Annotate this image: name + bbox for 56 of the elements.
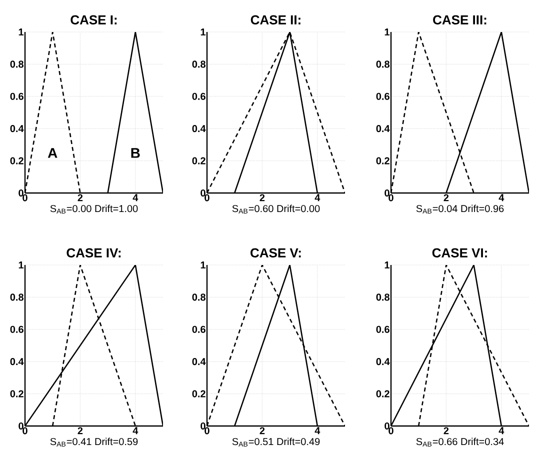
y-tick-label: 1 — [384, 262, 390, 268]
y-tick-label: 0.8 — [192, 294, 206, 301]
x-axis-title: S$_{AB}$=0.41 Drift=0.59 — [50, 438, 138, 447]
x-tick-label: 4 — [498, 194, 504, 202]
y-tick-label: 1 — [18, 262, 24, 268]
y-tick-label: 0.8 — [376, 60, 390, 68]
x-tick-label: 4 — [132, 427, 138, 434]
y-tick-label: 0.4 — [192, 125, 206, 132]
x-axis-title: S$_{AB}$=0.66 Drift=0.34 — [416, 438, 504, 447]
y-tick-label: 1 — [200, 28, 206, 36]
y-tick-label: 0.6 — [376, 92, 390, 100]
y-tick-label: 0.2 — [10, 157, 24, 164]
x-tick-label: 4 — [314, 427, 320, 434]
y-tick-label: 0.2 — [192, 157, 206, 164]
y-tick-label: 0.2 — [376, 157, 390, 164]
y-tick-label: 0.6 — [10, 326, 24, 333]
y-tick-label: 1 — [200, 262, 206, 268]
y-tick-label: 0.6 — [192, 326, 206, 333]
x-axis-title: S$_{AB}$=0.51 Drift=0.49 — [232, 438, 320, 447]
x-tick-label: 2 — [444, 427, 449, 434]
y-tick-label: 0.2 — [10, 390, 24, 398]
y-tick-label: 0.8 — [192, 60, 206, 68]
y-tick-label: 0.8 — [10, 60, 24, 68]
chart-title: CASE II: — [250, 15, 300, 24]
chart-title: CASE V: — [250, 248, 301, 258]
y-tick-label: 0.6 — [376, 326, 390, 333]
x-axis-title: S$_{AB}$=0.04 Drift=0.96 — [416, 204, 504, 214]
x-axis-title: S$_{AB}$=0.60 Drift=0.00 — [232, 204, 320, 214]
annotation: A — [48, 148, 58, 158]
x-tick-label: 2 — [78, 194, 83, 202]
chart-title: CASE I: — [70, 15, 117, 24]
x-tick-label: 4 — [314, 194, 320, 202]
y-tick-label: 0.2 — [192, 390, 206, 398]
y-tick-label: 0.4 — [10, 125, 24, 132]
y-tick-label: 0.6 — [10, 92, 24, 100]
chart-title: CASE III: — [433, 15, 486, 24]
y-tick-label: 0.4 — [10, 358, 24, 366]
chart-title: CASE VI: — [432, 248, 487, 258]
x-tick-label: 2 — [444, 194, 449, 202]
x-tick-label: 4 — [498, 427, 504, 434]
x-tick-label: 4 — [132, 194, 138, 202]
y-tick-label: 0.4 — [192, 358, 206, 366]
y-tick-label: 0.8 — [376, 294, 390, 301]
y-tick-label: 1 — [18, 28, 24, 36]
x-tick-label: 2 — [78, 427, 83, 434]
x-tick-label: 2 — [260, 194, 265, 202]
y-tick-label: 0.4 — [376, 125, 390, 132]
y-tick-label: 0.8 — [10, 294, 24, 301]
annotation: B — [131, 148, 140, 158]
y-tick-label: 0.4 — [376, 358, 390, 366]
y-tick-label: 1 — [384, 28, 390, 36]
y-tick-label: 0.6 — [192, 92, 206, 100]
x-axis-title: S$_{AB}$=0.00 Drift=1.00 — [50, 204, 138, 214]
chart-title: CASE IV: — [66, 248, 121, 258]
x-tick-label: 2 — [260, 427, 265, 434]
y-tick-label: 0.2 — [376, 390, 390, 398]
